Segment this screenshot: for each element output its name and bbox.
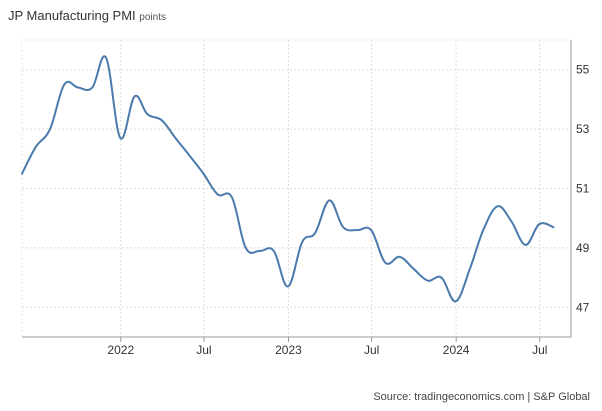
x-tick-label: 2024	[443, 343, 470, 357]
y-tick-label: 55	[576, 63, 590, 77]
y-tick-label: 47	[576, 300, 590, 314]
x-tick-label: 2022	[107, 343, 134, 357]
axes	[21, 39, 572, 342]
x-tick-label: Jul	[196, 343, 211, 357]
chart-unit: points	[139, 12, 166, 23]
source-note: Source: tradingeconomics.com | S&P Globa…	[373, 391, 590, 403]
y-tick-label: 53	[576, 122, 590, 136]
x-axis-ticks: 2022 Jul 2023 Jul 2024 Jul	[107, 343, 547, 357]
series-line	[21, 55, 555, 303]
series-layer	[21, 55, 555, 303]
x-tick-label: Jul	[364, 343, 379, 357]
plot-frame	[21, 39, 572, 338]
chart-title-text: JP Manufacturing PMI	[8, 8, 136, 23]
grid-lines	[22, 40, 571, 337]
x-tick-label: 2023	[275, 343, 302, 357]
y-axis-ticks: 47 49 51 53 55	[576, 63, 590, 315]
y-tick-label: 51	[576, 182, 590, 196]
y-tick-label: 49	[576, 241, 590, 255]
x-tick-label: Jul	[532, 343, 547, 357]
chart-title: JP Manufacturing PMI points	[8, 8, 166, 23]
